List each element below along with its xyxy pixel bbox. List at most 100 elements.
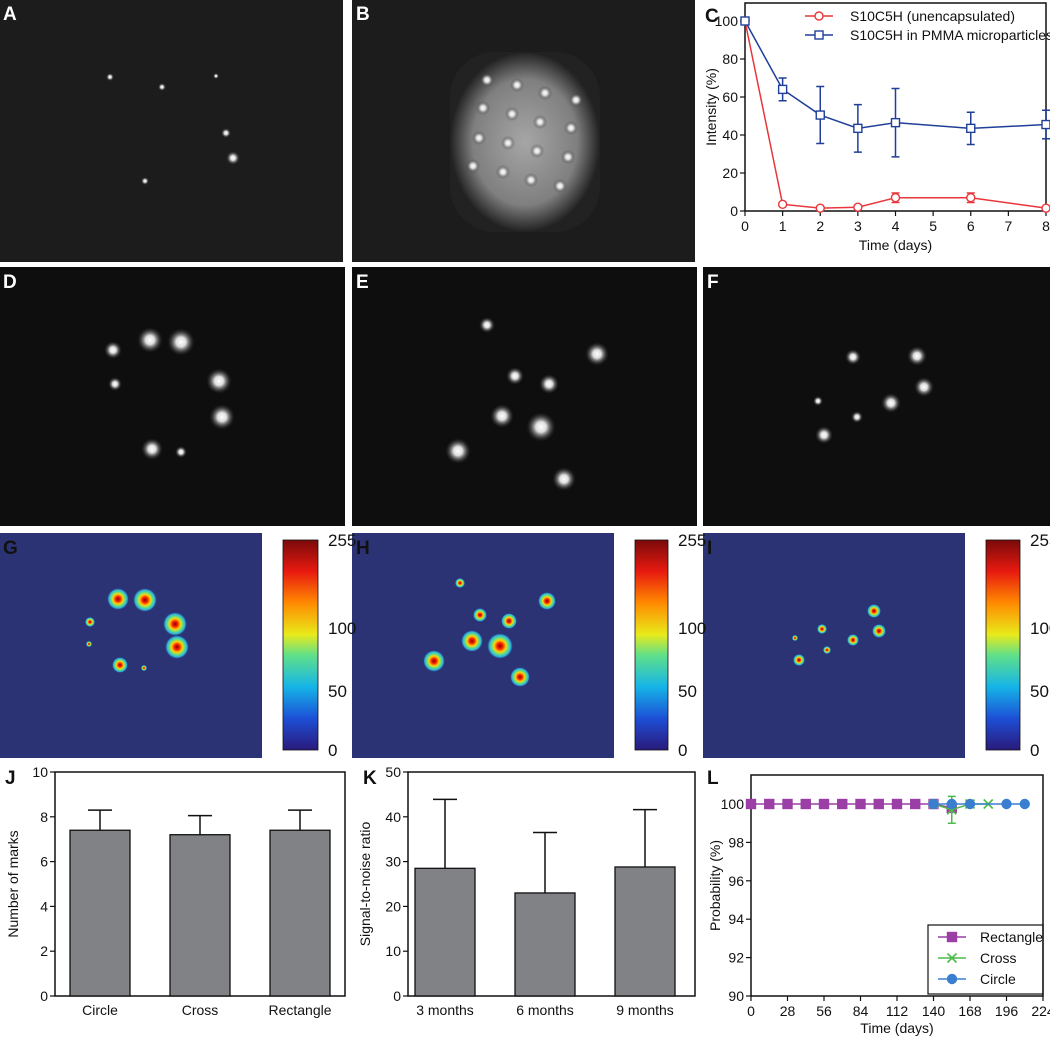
data-point — [837, 798, 848, 810]
fluorescent-spot — [526, 412, 556, 442]
fluorescent-spot — [505, 107, 519, 121]
series-1: S10C5H in PMMA microparticles — [740, 16, 1050, 158]
data-point — [740, 16, 750, 26]
panel-A-image — [0, 0, 343, 262]
data-point — [946, 931, 958, 943]
x-tick-label: 28 — [780, 1003, 796, 1019]
y-tick-label: 50 — [385, 764, 401, 780]
chart-C-intensity: 0 20 40 60 80 100 0 1 2 3 4 5 6 7 8 Intensity (%) Time (… — [703, 2, 1050, 253]
legend-label: S10C5H in PMMA microparticles — [850, 27, 1050, 43]
y-axis-label: Number of marks — [5, 830, 21, 937]
fluorescent-spot — [472, 131, 486, 145]
fluorescent-spot — [501, 613, 517, 629]
fluorescent-spot — [423, 650, 445, 672]
category-label: Circle — [82, 1002, 118, 1018]
fluorescent-spot — [847, 634, 859, 646]
fluorescent-spot — [86, 641, 92, 647]
data-point — [1041, 203, 1050, 213]
data-point — [966, 192, 976, 203]
fluorescent-spot — [553, 179, 567, 193]
fluorescent-spot — [564, 121, 578, 135]
fluorescent-spot — [496, 165, 510, 179]
y-axis-label: Signal-to-noise ratio — [357, 822, 373, 947]
fluorescent-spot — [907, 346, 927, 366]
fluorescent-spot — [510, 78, 524, 92]
fluorescent-spot — [141, 177, 149, 185]
fluorescent-spot — [167, 328, 195, 356]
fluorescent-spot — [133, 588, 157, 612]
fluorescent-spot — [141, 438, 163, 460]
data-point — [818, 798, 830, 810]
fluorescent-spot — [881, 393, 901, 413]
colorbar-tick-label: 50 — [678, 682, 697, 701]
fluorescent-spot — [506, 367, 524, 385]
panel-F-image — [703, 267, 1050, 526]
fluorescent-spot — [487, 633, 513, 659]
panel-label-a: A — [3, 4, 17, 25]
y-tick-label: 10 — [385, 943, 401, 959]
fluorescent-spot — [867, 604, 881, 618]
category-label: Rectangle — [268, 1002, 331, 1018]
data-point — [1019, 798, 1030, 810]
fluorescent-spot — [141, 665, 147, 671]
data-point — [777, 199, 788, 210]
y-tick-label: 100 — [721, 796, 745, 812]
x-axis-label: Time (days) — [859, 237, 932, 253]
y-axis-label: Probability (%) — [707, 840, 723, 931]
series-2: Circle — [928, 798, 1030, 987]
data-point — [853, 123, 863, 134]
bar — [614, 866, 676, 997]
colorbar-gradient — [985, 539, 1021, 751]
colorbar-I: 255 100 50 0 — [985, 531, 1050, 760]
fluorescent-spot — [552, 467, 576, 491]
colorbar-tick-label: 255 — [678, 531, 706, 550]
panel-label-k: K — [363, 768, 377, 789]
data-point — [890, 192, 901, 203]
fluorescent-spot — [221, 128, 231, 138]
bar-group: 9 months — [614, 808, 676, 1018]
colorbar-gradient — [282, 539, 319, 751]
y-tick-label: 0 — [40, 988, 48, 1004]
colorbar-tick-label: 50 — [1030, 682, 1049, 701]
data-point — [891, 798, 903, 810]
x-tick-label: 168 — [958, 1003, 982, 1019]
fluorescent-spot — [106, 73, 114, 81]
legend-label: S10C5H (unencapsulated) — [850, 8, 1015, 24]
colorbar-tick-label: 0 — [678, 741, 687, 760]
fluorescent-spot — [209, 404, 235, 430]
x-tick-label: 0 — [741, 218, 749, 234]
colorbar-tick-label: 255 — [1030, 531, 1050, 550]
bar — [69, 829, 131, 997]
data-point — [928, 798, 939, 810]
data-point — [946, 952, 958, 964]
data-point — [855, 798, 866, 810]
colorbar-tick-label: 0 — [1030, 741, 1039, 760]
y-tick-label: 0 — [393, 988, 401, 1004]
y-tick-label: 4 — [40, 898, 48, 914]
fluorescent-spot — [461, 630, 483, 652]
bar-group: Circle — [69, 809, 131, 1018]
y-tick-label: 94 — [728, 911, 744, 927]
error-bar — [288, 809, 312, 831]
fluorescent-spot — [158, 83, 166, 91]
x-tick-label: 7 — [1004, 218, 1012, 234]
x-tick-label: 1 — [779, 218, 787, 234]
fluorescent-spot — [845, 349, 861, 365]
fluorescent-spot — [476, 101, 490, 115]
data-point — [815, 110, 825, 120]
fluorescent-spot — [473, 608, 487, 622]
data-point — [853, 202, 863, 212]
y-tick-label: 96 — [728, 873, 744, 889]
y-tick-label: 98 — [728, 834, 744, 850]
chart-K-snr: 0 10 20 30 40 50 Signal-to-noise ratio 3 months… — [357, 764, 696, 1018]
fluorescent-spot — [585, 342, 609, 366]
panel-label-f: F — [707, 272, 719, 293]
legend-label: Rectangle — [980, 929, 1043, 945]
bar-group: Cross — [169, 814, 231, 1018]
fluorescent-spot — [445, 438, 471, 464]
x-tick-label: 112 — [886, 1003, 909, 1019]
data-point — [764, 798, 775, 810]
y-tick-label: 80 — [722, 51, 738, 67]
chart-J-marks: 0 2 4 6 8 10 Number of marks Circle Cross Rectang… — [5, 764, 346, 1018]
bar — [269, 829, 331, 997]
